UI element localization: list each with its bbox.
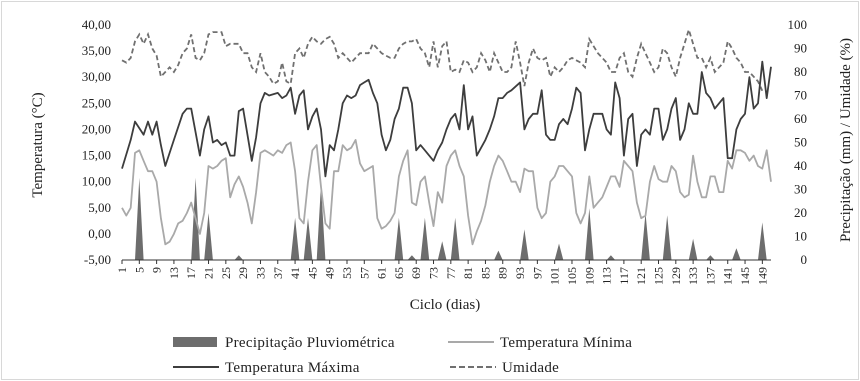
left-tick-label: 5,00 — [88, 200, 111, 215]
x-tick-label: 29 — [236, 267, 250, 279]
x-tick-label: 65 — [392, 267, 406, 279]
x-tick-label: 49 — [323, 267, 337, 279]
left-tick-label: 15,00 — [82, 148, 111, 163]
x-tick-label: 13 — [167, 267, 181, 279]
x-tick-label: 89 — [496, 267, 510, 279]
x-tick-label: 117 — [617, 267, 631, 285]
x-tick-label: 45 — [305, 267, 319, 279]
legend-item-tmax: Temperatura Máxima — [173, 360, 360, 376]
right-tick-label: 20 — [794, 205, 807, 220]
x-tick-label: 85 — [478, 267, 492, 279]
x-tick-label: 53 — [340, 267, 354, 279]
x-tick-label: 121 — [634, 267, 648, 285]
x-tick-label: 25 — [219, 267, 233, 279]
legend-label-precip: Precipitação Pluviométrica — [225, 335, 395, 351]
left-tick-label: -5,00 — [84, 252, 111, 267]
left-tick-label: 0,00 — [88, 226, 111, 241]
min-temperature-series — [121, 138, 772, 246]
x-tick-label: 129 — [669, 267, 683, 285]
x-axis-title: Ciclo (dias) — [410, 297, 480, 313]
right-axis-title: Precipitação (mm) / Umidade (%) — [838, 38, 854, 242]
right-tick-label: 10 — [794, 229, 807, 244]
legend-swatch-precip — [173, 337, 217, 347]
x-tick-label: 97 — [530, 267, 544, 279]
x-tick-label: 125 — [652, 267, 666, 285]
x-tick-label: 5 — [132, 267, 146, 273]
x-tick-label: 1 — [115, 267, 129, 273]
humidity-line — [121, 26, 764, 92]
legend-label-umid: Umidade — [502, 360, 559, 376]
legend-item-tmin: Temperatura Mínima — [448, 335, 632, 351]
left-tick-label: 20,00 — [82, 121, 111, 136]
x-tick-label: 17 — [184, 267, 198, 279]
left-tick-label: 25,00 — [82, 95, 111, 110]
legend: Precipitação Pluviométrica Temperatura M… — [173, 335, 632, 376]
x-tick-label: 41 — [288, 267, 302, 279]
legend-label-tmax: Temperatura Máxima — [225, 360, 360, 376]
humidity-series — [121, 26, 764, 92]
legend-label-tmin: Temperatura Mínima — [500, 335, 632, 351]
left-tick-label: 40,00 — [82, 17, 111, 32]
x-tick-label: 137 — [703, 267, 717, 285]
left-tick-label: 35,00 — [82, 43, 111, 58]
x-tick-label: 9 — [150, 267, 164, 273]
right-tick-label: 40 — [794, 158, 807, 173]
x-tick-label: 109 — [582, 267, 596, 285]
left-axis-title: Temperatura (°C) — [30, 92, 46, 197]
x-tick-label: 57 — [357, 267, 371, 279]
x-tick-label: 113 — [600, 267, 614, 285]
max-temperature-series — [121, 60, 772, 178]
right-axis-ticks: 0 10 20 30 40 50 60 70 80 90 100 — [788, 17, 808, 267]
right-tick-label: 90 — [794, 41, 807, 56]
x-tick-label: 21 — [202, 267, 216, 279]
right-tick-label: 70 — [794, 88, 807, 103]
left-tick-label: 10,00 — [82, 174, 111, 189]
x-tick-label: 101 — [548, 267, 562, 285]
right-tick-label: 50 — [794, 135, 807, 150]
x-tick-label: 73 — [427, 267, 441, 279]
x-tick-label: 145 — [738, 267, 752, 285]
x-tick-label: 149 — [755, 267, 769, 285]
x-tick-label: 33 — [253, 267, 267, 279]
left-axis-ticks: -5,00 0,00 5,00 10,00 15,00 20,00 25,00 30,00 35… — [82, 17, 111, 267]
x-tick-label: 61 — [375, 267, 389, 279]
right-tick-label: 30 — [794, 182, 807, 197]
x-tick-label: 105 — [565, 267, 579, 285]
min-temperature-line — [121, 138, 772, 246]
right-tick-label: 100 — [788, 17, 808, 32]
max-temperature-line — [121, 60, 772, 178]
right-tick-label: 0 — [801, 252, 808, 267]
x-tick-label: 37 — [271, 267, 285, 279]
x-tick-label: 133 — [686, 267, 700, 285]
x-axis-ticks: 1 5 9 13 17 21 25 29 33 37 41 45 49 53 57 61 65 69 73 77 81 8… — [115, 260, 769, 285]
x-tick-label: 93 — [513, 267, 527, 279]
x-tick-label: 81 — [461, 267, 475, 279]
right-tick-label: 60 — [794, 111, 807, 126]
left-tick-label: 30,00 — [82, 69, 111, 84]
x-tick-label: 69 — [409, 267, 423, 279]
x-tick-label: 141 — [721, 267, 735, 285]
legend-item-umid: Umidade — [450, 360, 559, 376]
x-tick-label: 77 — [444, 267, 458, 279]
legend-item-precip: Precipitação Pluviométrica — [173, 335, 395, 351]
right-tick-label: 80 — [794, 64, 807, 79]
